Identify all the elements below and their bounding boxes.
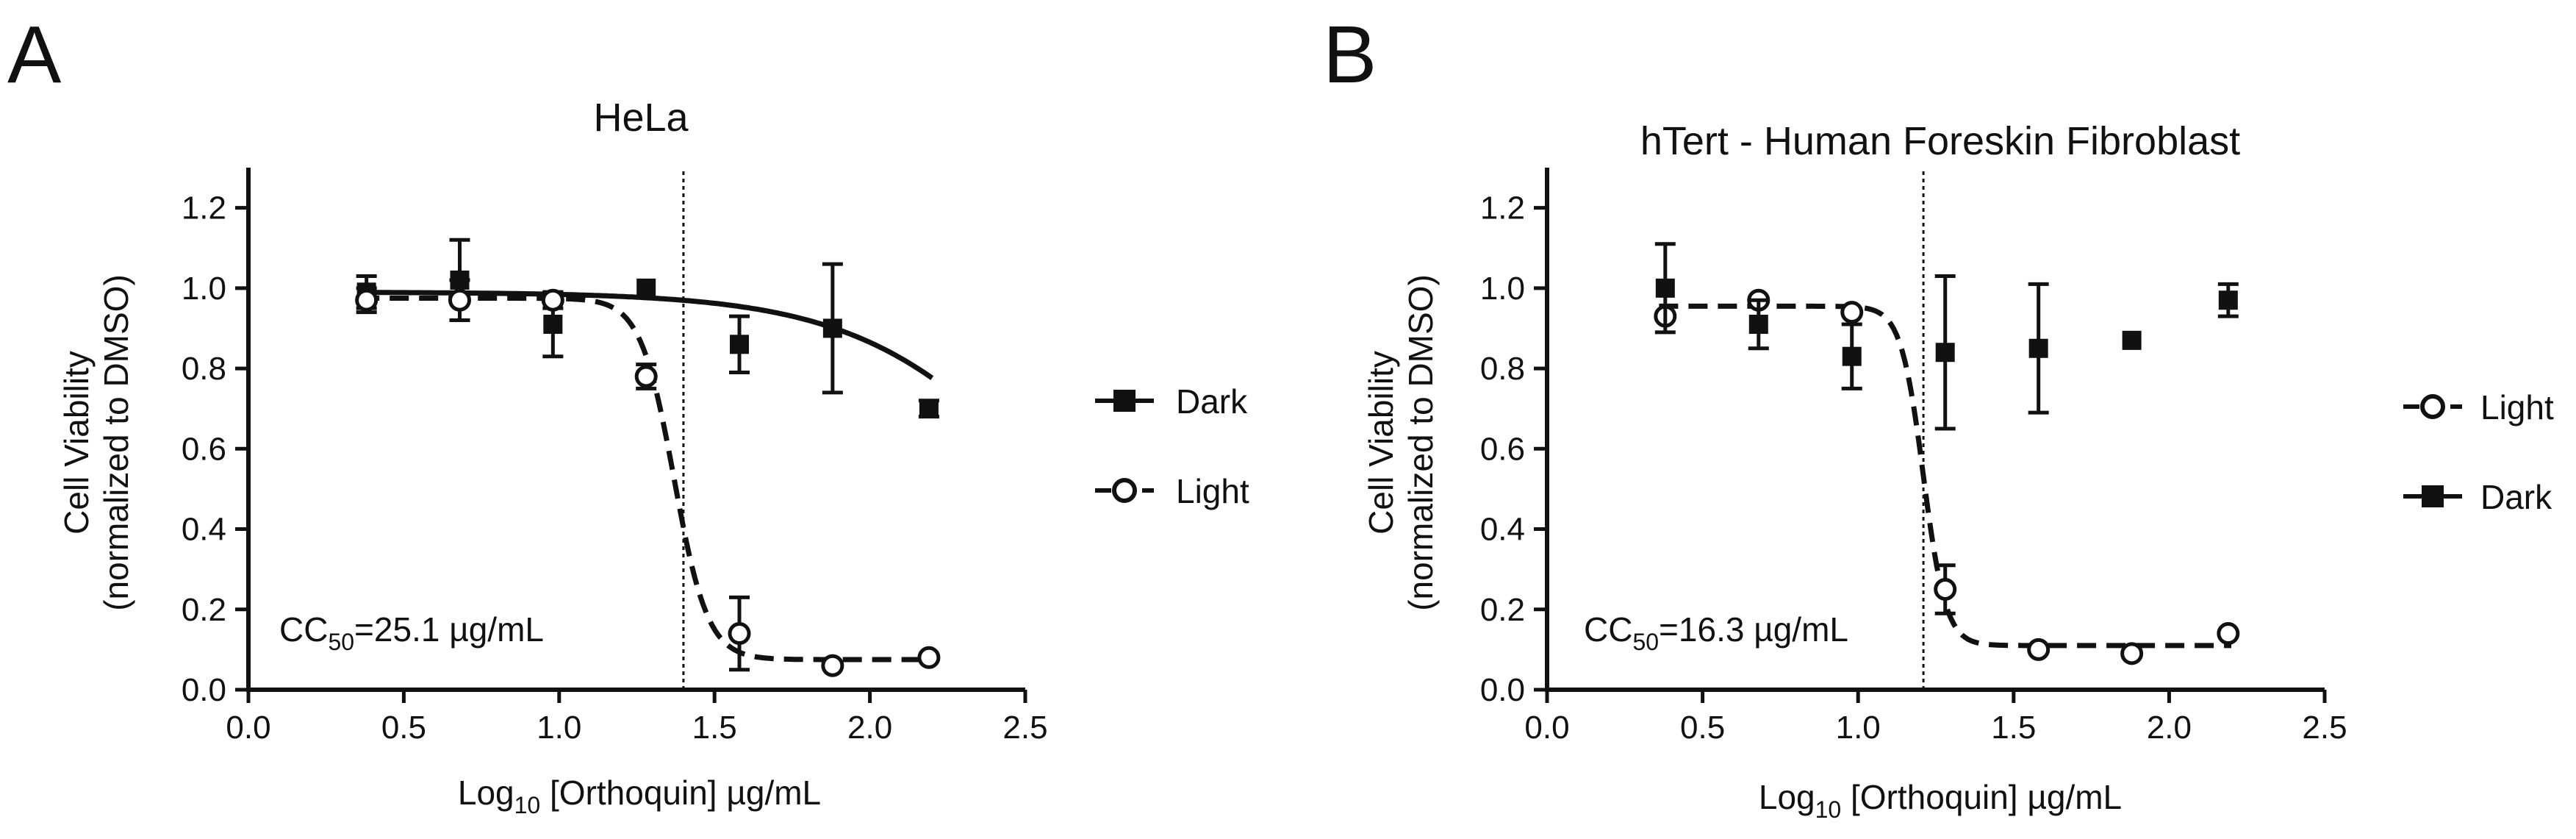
panel-a-light-point-5 (821, 654, 844, 677)
panel-a-x-tick-label-4: 2.0 (847, 710, 892, 746)
panel-b-x-tick-label-3: 1.5 (1991, 710, 2036, 746)
panel-a-xlabel-sub: 10 (514, 792, 541, 818)
panel-b-cc50-main: CC (1584, 610, 1632, 649)
panel-b-legend-item-1: Dark (2403, 478, 2552, 516)
panel-b-dark-point-6 (2218, 290, 2238, 310)
panel-b-light-point-6 (2217, 622, 2240, 646)
panel-b-legend-label-1: Dark (2480, 478, 2552, 516)
panel-b-xlabel-main: Log (1759, 778, 1815, 816)
panel-a-dark-point-6 (919, 399, 939, 418)
panel-a-ylabel-line2: (normalized to DMSO) (97, 274, 135, 611)
panel-b-label: B (1323, 10, 1377, 100)
panel-a-cc50-annotation: CC50=25.1 µg/mL (279, 610, 544, 655)
panel-a-legend-label-1: Light (1176, 472, 1249, 510)
panel-a-dark-point-2 (543, 315, 563, 334)
panel-b-xlabel-sub: 10 (1815, 796, 1842, 823)
panel-a-legend-item-0: Dark (1095, 382, 1248, 421)
panel-a-y-tick-label-5: 1.0 (182, 271, 226, 307)
panel-b-light-point-5 (2120, 642, 2144, 665)
panel-b: B hTert - Human Foreskin Fibroblast Cell… (1323, 10, 2554, 823)
panel-b-y-tick-label-2: 0.4 (1480, 512, 1525, 548)
panel-b-dark-point-5 (2122, 330, 2142, 350)
panel-a-x-tick-label-1: 0.5 (381, 710, 426, 746)
panel-a-xlabel-rest: [Orthoquin] µg/mL (540, 774, 821, 812)
panel-b-cc50-annotation: CC50=16.3 µg/mL (1584, 610, 1848, 655)
panel-b-x-tick-label-0: 0.0 (1524, 710, 1569, 746)
panel-b-y-tick-label-4: 0.8 (1480, 351, 1525, 387)
panel-a-x-axis-label: Log10 [Orthoquin] µg/mL (458, 774, 821, 818)
panel-b-light-point-4 (2027, 638, 2051, 661)
panel-b-legend: Light Dark (2403, 388, 2554, 516)
panel-a-y-tick-label-3: 0.6 (182, 431, 226, 467)
panel-b-dark-point-4 (2028, 338, 2048, 358)
panel-b-ylabel-line1: Cell Viability (1362, 351, 1400, 535)
panel-b-dark-point-2 (1842, 346, 1862, 366)
panel-a: A HeLa Cell Viability (normalized to DMS… (7, 10, 1249, 818)
panel-b-title: hTert - Human Foreskin Fibroblast (1640, 119, 2240, 163)
panel-b-light-point-2 (1840, 301, 1864, 324)
panel-b-y-axis-label: Cell Viability (normalized to DMSO) (1362, 274, 1440, 611)
panel-b-x-tick-label-4: 2.0 (2147, 710, 2192, 746)
panel-b-y-tick-label-6: 1.2 (1480, 190, 1525, 226)
panel-a-cc50-main: CC (279, 610, 328, 649)
panel-a-y-tick-label-6: 1.2 (182, 190, 226, 226)
panel-a-x-tick-label-2: 1.0 (537, 710, 581, 746)
panel-b-legend-item-0: Light (2403, 388, 2554, 426)
panel-a-y-tick-label-1: 0.2 (182, 592, 226, 628)
panel-b-x-tick-label-2: 1.0 (1836, 710, 1881, 746)
panel-a-light-point-4 (728, 622, 751, 646)
panel-a-cc50-sub: 50 (328, 629, 354, 655)
panel-a-x-tick-label-3: 1.5 (692, 710, 737, 746)
panel-b-y-tick-label-3: 0.6 (1480, 431, 1525, 467)
panel-b-y-tick-label-0: 0.0 (1480, 672, 1525, 708)
panel-b-cc50-sub: 50 (1632, 629, 1659, 655)
panel-a-title: HeLa (593, 96, 689, 140)
panel-a-dark-point-3 (636, 278, 656, 298)
panel-b-y-tick-label-1: 0.2 (1480, 592, 1525, 628)
panel-a-dark-point-4 (730, 335, 750, 354)
panel-a-y-axis-label: Cell Viability (normalized to DMSO) (57, 274, 135, 611)
panel-b-light-point-3 (1934, 577, 1957, 601)
panel-b-dark-point-1 (1748, 315, 1768, 334)
panel-a-light-point-6 (917, 646, 941, 669)
panel-a-x-tick-label-0: 0.0 (226, 710, 270, 746)
panel-b-legend-label-0: Light (2480, 388, 2554, 426)
panel-b-xlabel-rest: [Orthoquin] µg/mL (1841, 778, 2122, 816)
panel-a-y-tick-label-2: 0.4 (182, 512, 226, 548)
panel-a-y-tick-label-4: 0.8 (182, 351, 226, 387)
panel-a-legend-label-0: Dark (1176, 382, 1248, 421)
panel-a-legend: Dark Light (1095, 382, 1249, 510)
panel-b-x-tick-label-5: 2.5 (2302, 710, 2347, 746)
panel-b-cc50-rest: =16.3 µg/mL (1659, 610, 1848, 649)
panel-a-light-point-2 (541, 288, 564, 312)
panel-a-light-point-3 (634, 365, 658, 388)
panel-a-y-tick-label-0: 0.0 (182, 672, 226, 708)
panel-a-light-point-0 (355, 288, 378, 312)
panel-a-x-tick-label-5: 2.5 (1002, 710, 1047, 746)
panel-a-cc50-rest: =25.1 µg/mL (354, 610, 544, 649)
panel-a-light-fit-curve (360, 296, 933, 663)
panel-a-legend-item-1: Light (1095, 472, 1249, 510)
panel-a-dark-point-5 (822, 318, 842, 338)
panel-b-y-tick-label-5: 1.0 (1480, 271, 1525, 307)
panel-a-label: A (7, 10, 62, 100)
panel-b-dark-point-0 (1655, 278, 1675, 298)
panel-a-xlabel-main: Log (458, 774, 514, 812)
panel-b-ylabel-line2: (normalized to DMSO) (1402, 274, 1440, 611)
panel-a-light-point-1 (448, 288, 472, 312)
panel-b-dark-point-3 (1935, 343, 1955, 363)
panel-b-x-tick-label-1: 0.5 (1680, 710, 1725, 746)
panel-a-ylabel-line1: Cell Viability (57, 351, 96, 535)
panel-b-x-axis-label: Log10 [Orthoquin] µg/mL (1759, 778, 2122, 823)
